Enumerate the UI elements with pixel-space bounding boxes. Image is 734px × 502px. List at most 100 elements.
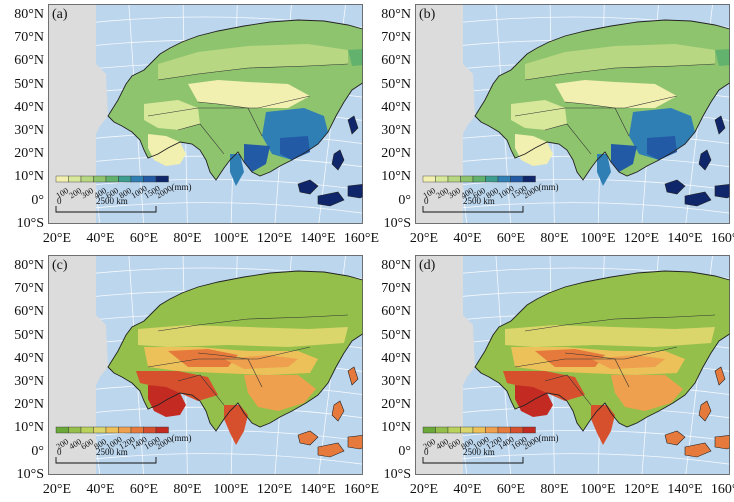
latitude-label: 30°N	[14, 123, 44, 138]
latitude-label: 10°N	[14, 420, 44, 436]
country-border	[564, 352, 630, 388]
map-canvas	[415, 255, 730, 475]
country-border	[147, 95, 311, 117]
region-outline	[474, 270, 730, 432]
panel-tag: (b)	[419, 7, 436, 22]
longitude-label: 60°E	[496, 482, 526, 497]
legend-swatch	[105, 175, 119, 183]
map-frame	[48, 4, 363, 224]
longitude-label: 100°E	[213, 231, 249, 246]
climate-zone	[611, 375, 683, 411]
climate-zone	[515, 134, 553, 166]
legend-swatch	[422, 426, 436, 434]
legend-swatch	[472, 426, 486, 434]
legend-swatch	[118, 426, 132, 434]
longitude-label: 40°E	[453, 482, 482, 497]
country-border	[564, 101, 630, 137]
legend-swatch	[68, 426, 82, 434]
island-region	[698, 400, 712, 422]
longitude-label: 80°E	[540, 482, 569, 497]
legend-swatch	[93, 426, 107, 434]
longitude-label: 80°E	[540, 231, 569, 246]
climate-zone	[629, 108, 695, 160]
map-panel-a: 80°N 70°N 60°N 50°N 40°N 30°N 20°N 10°N 0° 10°S 20…	[0, 0, 379, 251]
island-region	[297, 179, 319, 195]
latitude-label: 80°N	[381, 7, 411, 22]
legend-swatch	[80, 426, 94, 434]
longitude-label: 20°E	[409, 482, 439, 497]
legend-swatch	[510, 175, 524, 183]
country-border	[197, 352, 263, 388]
legend-swatch	[80, 175, 94, 183]
island-region	[714, 115, 726, 135]
longitude-label: 160°E	[343, 482, 380, 497]
longitude-label: 140°E	[667, 231, 703, 246]
latitude-label: 10°S	[383, 466, 411, 482]
land-outside-region	[415, 255, 475, 475]
latitude-label: 20°N	[381, 146, 411, 162]
climate-zone	[244, 375, 316, 411]
map-canvas	[415, 4, 730, 224]
legend-swatch	[105, 426, 119, 434]
latitude-label: 30°N	[14, 374, 44, 389]
latitude-label: 30°N	[381, 374, 411, 389]
island-region	[684, 191, 712, 207]
latitude-label: 0°	[31, 443, 44, 459]
region-outline	[107, 270, 363, 432]
panel-tag: (c)	[52, 258, 68, 273]
country-border	[197, 101, 263, 137]
country-border	[147, 346, 311, 368]
map-panel-d: 80°N 70°N 60°N 50°N 40°N 30°N 20°N 10°N 0° 10°S 20…	[367, 251, 734, 502]
island-region	[684, 442, 712, 458]
climate-zone	[136, 371, 218, 401]
longitude-label: 120°E	[623, 231, 660, 246]
latitude-label: 10°N	[381, 420, 411, 436]
scale-bar	[422, 457, 524, 464]
scale-bar-zero: 0	[57, 447, 62, 457]
scale-bar-zero: 0	[424, 447, 429, 457]
longitude-label: 120°E	[256, 231, 293, 246]
climate-zone	[715, 49, 730, 66]
latitude-label: 20°N	[381, 397, 411, 413]
climate-zone	[230, 154, 244, 186]
legend-unit: (mm)	[538, 182, 559, 192]
legend-swatch	[55, 175, 69, 183]
legend-swatch	[422, 175, 436, 183]
climate-zone	[224, 405, 248, 445]
climate-zone	[158, 44, 348, 80]
map-frame	[48, 255, 363, 475]
legend-unit: (mm)	[171, 433, 192, 443]
region-outline	[107, 19, 363, 181]
longitude-label: 60°E	[129, 231, 159, 246]
country-border	[177, 123, 225, 155]
latitude-label: 0°	[398, 443, 411, 459]
scale-bar-distance: 2500 km	[96, 196, 128, 206]
climate-zone	[244, 144, 270, 172]
longitude-label: 80°E	[173, 231, 202, 246]
latitude-label: 80°N	[381, 258, 411, 273]
scale-bar	[55, 457, 157, 464]
country-border	[157, 314, 349, 332]
latitude-label: 10°S	[16, 466, 44, 482]
country-border	[544, 123, 592, 155]
climate-zone	[535, 349, 605, 367]
country-border	[177, 374, 225, 406]
land-outside-region	[48, 4, 108, 224]
legend-swatch	[522, 426, 536, 434]
island-region	[331, 149, 345, 171]
latitude-label: 10°N	[381, 169, 411, 185]
panel-tag: (d)	[419, 258, 436, 273]
island-region	[698, 149, 712, 171]
latitude-label: 40°N	[14, 99, 44, 115]
legend-unit: (mm)	[171, 182, 192, 192]
latitude-label: 10°N	[14, 169, 44, 185]
legend-swatch	[460, 175, 474, 183]
region-outline	[474, 19, 730, 181]
map-panel-c: 80°N 70°N 60°N 50°N 40°N 30°N 20°N 10°N 0° 10°S 20…	[0, 251, 379, 502]
scale-bar	[55, 206, 157, 213]
latitude-label: 10°S	[383, 215, 411, 231]
latitude-label: 40°N	[381, 350, 411, 366]
panel-tag: (a)	[52, 7, 68, 22]
legend-swatch	[472, 175, 486, 183]
legend-swatch	[510, 426, 524, 434]
